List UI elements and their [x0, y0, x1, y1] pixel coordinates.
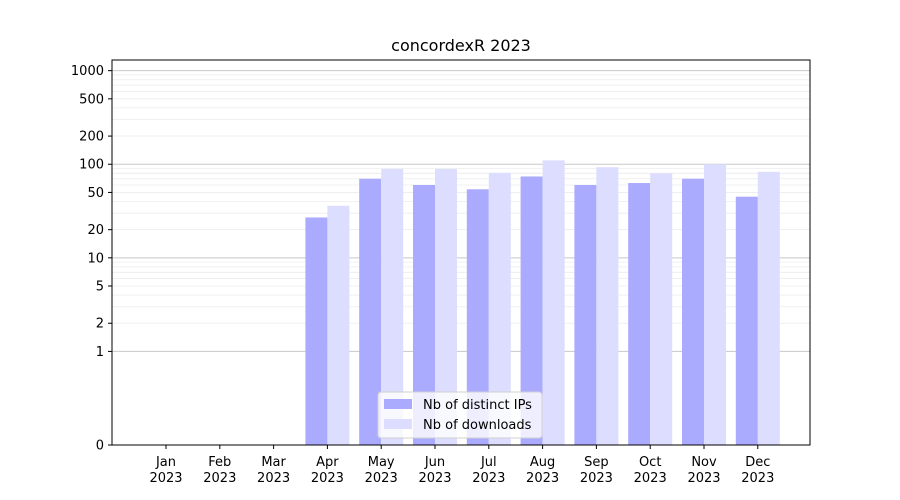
x-tick-label-year: 2023	[418, 471, 451, 486]
bar-downloads-jul	[488, 172, 511, 445]
x-tick-label-year: 2023	[580, 471, 613, 486]
x-tick-label-month: Jul	[480, 455, 497, 470]
bar-distinct-ips-sep	[574, 185, 597, 445]
x-tick-label-year: 2023	[472, 471, 505, 486]
x-tick-label-month: Apr	[316, 455, 339, 470]
x-tick-label-month: Oct	[639, 455, 661, 470]
bar-downloads-may	[381, 168, 404, 445]
bar-downloads-apr	[327, 205, 350, 445]
plot-frame	[111, 59, 811, 446]
bar-downloads-sep	[596, 167, 619, 446]
bar-distinct-ips-aug	[520, 176, 543, 446]
bar-downloads-oct	[650, 173, 673, 445]
x-tick-label-month: May	[368, 455, 395, 470]
legend-label: Nb of downloads	[423, 418, 532, 433]
x-tick-label-year: 2023	[311, 471, 344, 486]
bar-distinct-ips-may	[359, 178, 382, 446]
bar-distinct-ips-dec	[735, 196, 758, 445]
x-tick-label-year: 2023	[365, 471, 398, 486]
x-tick-label-month: Mar	[261, 455, 286, 470]
y-tick-label: 20	[87, 223, 104, 238]
bar-distinct-ips-jul	[466, 189, 489, 445]
y-tick-label: 500	[79, 92, 104, 107]
y-tick-label: 100	[79, 158, 104, 173]
bar-downloads-jun	[435, 168, 457, 445]
bar-downloads-nov	[704, 164, 726, 445]
y-tick-label: 50	[87, 186, 104, 201]
x-tick-label-month: Jun	[424, 455, 445, 470]
y-tick-label: 5	[96, 280, 104, 295]
x-tick-label-year: 2023	[203, 471, 236, 486]
y-tick-label: 200	[79, 130, 104, 145]
x-tick-label-month: Nov	[691, 455, 717, 470]
chart-title: concordexR 2023	[391, 36, 531, 55]
y-tick-label: 1	[96, 345, 104, 360]
legend-swatch	[384, 419, 412, 429]
x-tick-label-year: 2023	[149, 471, 182, 486]
x-tick-label-year: 2023	[634, 471, 667, 486]
x-tick-label-year: 2023	[687, 471, 720, 486]
y-tick-label: 1000	[71, 64, 104, 79]
x-tick-label-month: Sep	[584, 455, 609, 470]
bar-downloads-dec	[757, 171, 780, 445]
x-tick-label-month: Jan	[155, 455, 176, 470]
bar-distinct-ips-jun	[413, 185, 435, 445]
legend-label: Nb of distinct IPs	[423, 398, 532, 413]
bar-distinct-ips-oct	[628, 183, 651, 446]
legend: Nb of distinct IPs Nb of downloads	[377, 391, 543, 439]
x-tick-label-month: Aug	[530, 455, 555, 470]
bar-distinct-ips-nov	[682, 178, 704, 446]
bars	[305, 160, 780, 446]
legend-swatch	[384, 399, 412, 409]
bar-downloads-aug	[542, 160, 565, 445]
x-tick-label-month: Feb	[208, 455, 231, 470]
y-axis: 0 1 2 5 10 20 50 100 200 500 1000	[71, 64, 112, 454]
y-tick-label: 10	[87, 251, 104, 266]
legend-box	[377, 391, 543, 439]
x-tick-label-year: 2023	[741, 471, 774, 486]
x-tick-label-month: Dec	[745, 455, 770, 470]
y-tick-label: 2	[96, 317, 104, 332]
x-tick-label-year: 2023	[526, 471, 559, 486]
y-tick-label: 0	[96, 439, 104, 454]
bar-distinct-ips-apr	[305, 217, 328, 445]
x-tick-label-year: 2023	[257, 471, 290, 486]
x-axis: Jan2023Feb2023Mar2023Apr2023May2023Jun20…	[149, 445, 774, 486]
